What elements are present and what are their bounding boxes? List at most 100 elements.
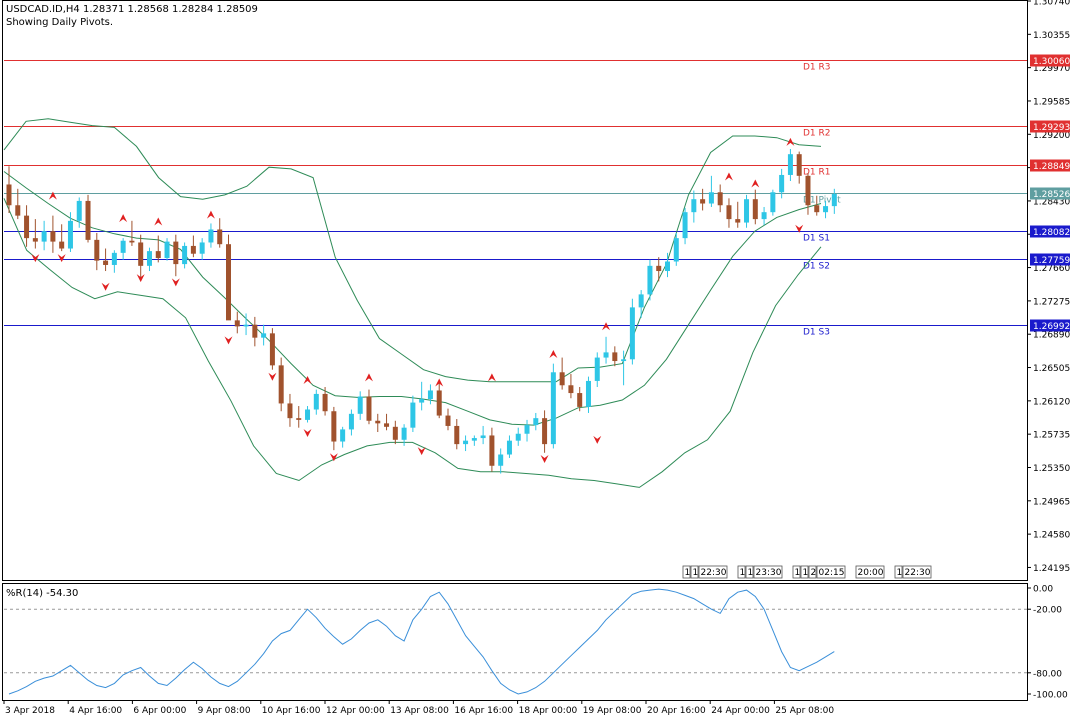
candle-body — [726, 205, 732, 220]
fractal-down-marker — [171, 278, 180, 287]
candle-body — [146, 251, 152, 266]
session-marker-text: 22:30 — [701, 568, 727, 578]
candle-body — [779, 174, 785, 193]
pivot-label: D1 S2 — [803, 262, 830, 272]
pivot-price-tag — [1030, 319, 1070, 332]
fractal-down-marker — [57, 254, 66, 263]
pivot-label: D1 S3 — [803, 328, 830, 338]
session-box — [792, 565, 801, 579]
candle-body — [366, 396, 372, 421]
candle-body — [94, 239, 100, 261]
pivot-price-tag — [1030, 54, 1070, 67]
price-tick-label: 1.30355 — [1033, 31, 1070, 41]
time-tick-label: 16 Apr 16:00 — [454, 706, 513, 716]
candle-body — [568, 385, 574, 394]
candle-body — [24, 215, 30, 239]
candle-body — [463, 440, 469, 445]
candle-body — [15, 205, 21, 216]
candle-body — [120, 240, 126, 253]
candle-body — [700, 199, 706, 204]
fractal-up-marker — [364, 373, 373, 382]
pivot-price-tag — [1030, 159, 1070, 172]
candle-body — [392, 426, 398, 440]
pivot-price-text: 1.26992 — [1033, 322, 1070, 332]
candle-body — [831, 194, 837, 207]
price-tick-label: 1.26120 — [1033, 397, 1070, 407]
wpr-tick-label: -80.00 — [1033, 669, 1062, 679]
session-marker-text: 1 — [693, 568, 699, 578]
candle-body — [427, 390, 433, 400]
session-box — [808, 565, 817, 579]
fractal-down-marker — [268, 372, 277, 381]
pivot-price-tag — [1030, 225, 1070, 238]
time-tick-label: 10 Apr 16:00 — [262, 706, 321, 716]
session-marker-text: 1 — [803, 568, 809, 578]
time-tick-label: 3 Apr 2018 — [5, 706, 55, 716]
candle-body — [515, 433, 521, 441]
candle-body — [603, 352, 609, 358]
session-marker-text: 1 — [795, 568, 801, 578]
candle-body — [208, 229, 214, 243]
candle-body — [155, 251, 161, 259]
session-box — [745, 565, 754, 579]
candle-body — [190, 245, 196, 254]
candle-body — [744, 199, 750, 223]
session-marker-text: 22:30 — [905, 568, 931, 578]
pivot-label: D1 R2 — [803, 129, 831, 139]
fractal-down-marker — [303, 429, 312, 438]
session-marker-text: 1 — [685, 568, 691, 578]
pivot-price-text: 1.28526 — [1033, 190, 1070, 200]
candle-body — [682, 212, 688, 239]
wpr-tick-label: 0.00 — [1033, 585, 1053, 595]
pivot-tags: 1.30060 1.29293 1.28849 1.28526 1.28082 1.277… — [1030, 54, 1070, 332]
candle-body — [173, 241, 179, 265]
fractal-down-marker — [329, 453, 338, 462]
candle-body — [322, 393, 328, 412]
pivot-lines: D1 R3 D1 R2 D1 R1 D1 Pivot D1 S1 D1 S2 D1 S3 — [4, 60, 1027, 338]
session-marker-text: 2 — [811, 568, 817, 578]
price-tick-label: 1.24580 — [1033, 531, 1070, 541]
candle-body — [533, 418, 539, 426]
session-box — [855, 565, 885, 579]
time-tick-label: 12 Apr 00:00 — [326, 706, 385, 716]
candle-body — [621, 359, 627, 362]
candle-body — [375, 420, 381, 424]
candle-body — [103, 260, 109, 265]
time-tick-label: 13 Apr 08:00 — [390, 706, 449, 716]
fractal-up-marker — [119, 214, 128, 223]
candle-body — [384, 423, 390, 427]
candle-body — [340, 429, 346, 442]
candles — [6, 148, 837, 474]
candle-body — [348, 413, 354, 430]
candle-body — [805, 175, 811, 206]
wpr-panel-frame — [2, 583, 1028, 701]
candle-body — [717, 192, 723, 206]
fractal-down-marker — [31, 254, 40, 263]
fractals — [31, 137, 804, 463]
session-box — [682, 565, 691, 579]
candle-body — [401, 427, 407, 440]
fractal-up-marker — [303, 375, 312, 384]
wpr-axis: 0.00 -20.00 -80.00 -100.00 — [1027, 585, 1068, 701]
candle-body — [796, 154, 802, 176]
candle-body — [129, 240, 135, 243]
price-tick-label: 1.24965 — [1033, 497, 1070, 507]
session-box — [894, 565, 903, 579]
session-box — [816, 565, 846, 579]
price-tick-label: 1.26890 — [1033, 331, 1070, 341]
candle-body — [41, 231, 47, 242]
candle-body — [471, 438, 477, 441]
wpr-tick-label: -100.00 — [1033, 691, 1068, 701]
candle-body — [752, 199, 758, 220]
candle-body — [489, 435, 495, 466]
candle-body — [559, 372, 565, 386]
candle-body — [814, 205, 820, 213]
session-markers: 1 1 22:30 1 1 23:30 1 1 2 02:15 20:00 1 22:30 — [682, 565, 932, 579]
fractal-down-marker — [417, 447, 426, 456]
session-box — [737, 565, 746, 579]
candle-body — [419, 399, 425, 403]
time-axis: 3 Apr 2018 4 Apr 16:00 6 Apr 00:00 9 Apr 08… — [3, 700, 834, 716]
wpr-line — [8, 588, 835, 695]
candle-body — [550, 372, 556, 445]
bollinger-middle — [3, 171, 822, 426]
